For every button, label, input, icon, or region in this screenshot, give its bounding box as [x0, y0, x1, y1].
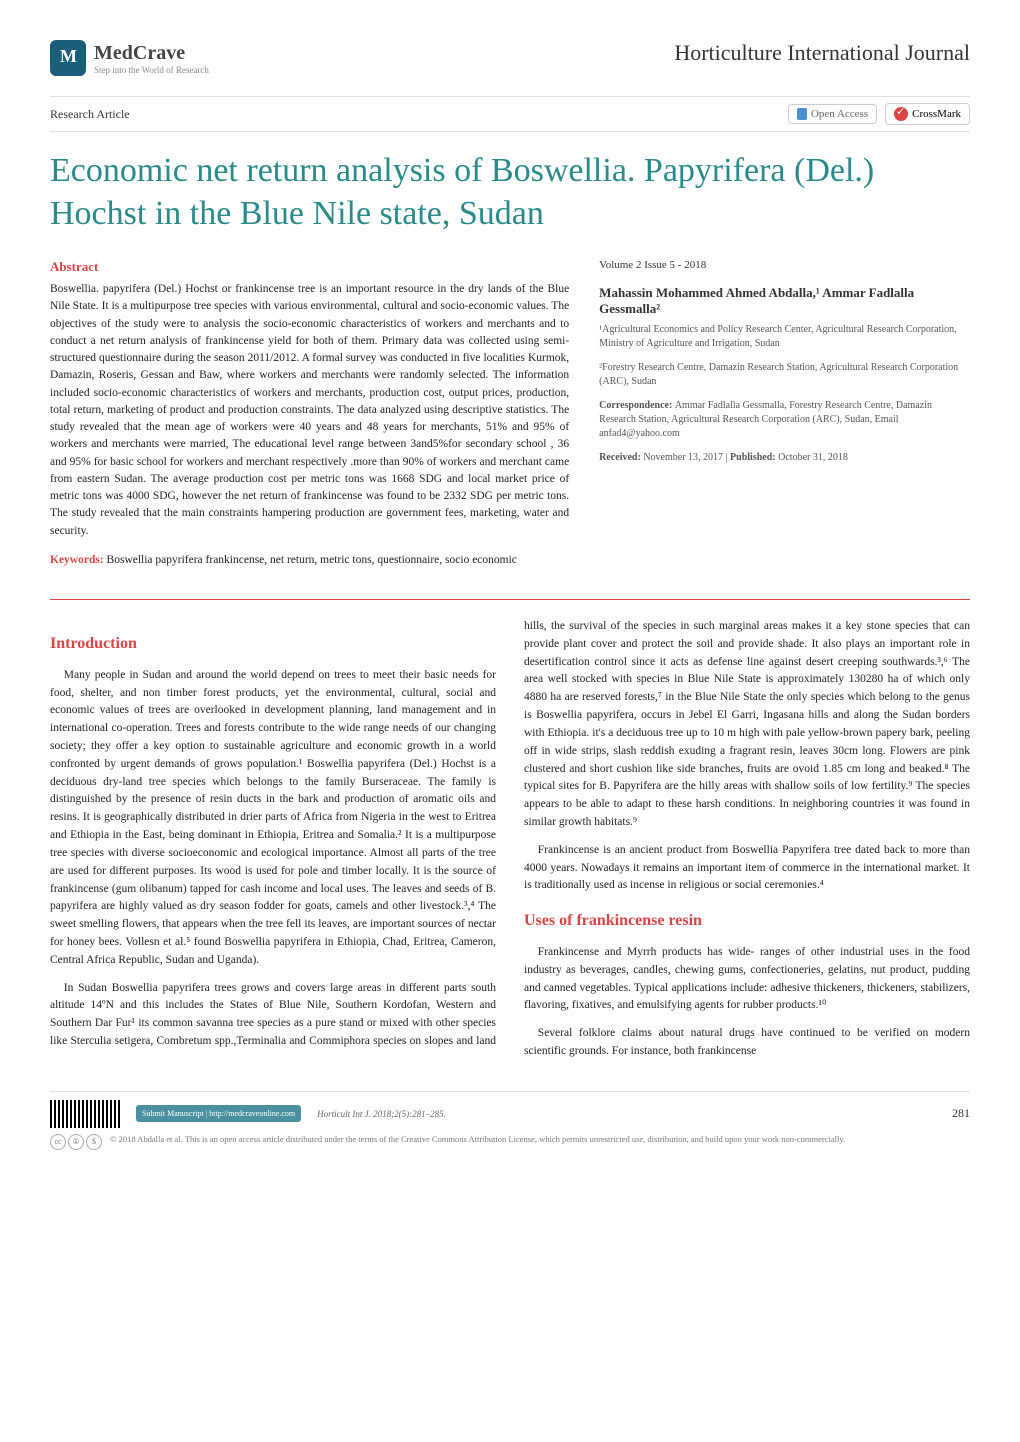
abstract-column: Abstract Boswellia. papyrifera (Del.) Ho…	[50, 259, 569, 581]
correspondence: Correspondence: Ammar Fadlalla Gessmalla…	[599, 399, 970, 441]
license-text: © 2018 Abdalla et al. This is an open ac…	[110, 1134, 845, 1145]
abstract-text: Boswellia. papyrifera (Del.) Hochst or f…	[50, 281, 569, 540]
by-icon: ①	[68, 1134, 84, 1150]
nc-icon: $	[86, 1134, 102, 1150]
published-label: Published:	[730, 452, 778, 463]
open-access-badge: Open Access	[788, 104, 877, 124]
intro-paragraph-3: Frankincense is an ancient product from …	[524, 842, 970, 895]
keywords-text: Boswellia papyrifera frankincense, net r…	[104, 554, 517, 566]
submit-manuscript-badge[interactable]: Submit Manuscript | http://medcraveonlin…	[136, 1105, 301, 1122]
uses-heading: Uses of frankincense resin	[524, 909, 970, 934]
divider	[50, 599, 970, 600]
received-date: November 13, 2017 |	[643, 452, 730, 463]
meta-column: Volume 2 Issue 5 - 2018 Mahassin Mohamme…	[599, 259, 970, 581]
volume-issue: Volume 2 Issue 5 - 2018	[599, 259, 970, 271]
keywords: Keywords: Boswellia papyrifera frankince…	[50, 552, 569, 569]
dates: Received: November 13, 2017 | Published:…	[599, 451, 970, 465]
uses-paragraph-2: Several folklore claims about natural dr…	[524, 1025, 970, 1061]
header: MedCrave Step into the World of Research…	[50, 40, 970, 76]
received-label: Received:	[599, 452, 643, 463]
cc-icons: cc ① $	[50, 1134, 102, 1150]
logo-main-text: MedCrave	[94, 42, 209, 65]
logo-icon	[50, 40, 86, 76]
crossmark-badge[interactable]: CrossMark	[885, 103, 970, 125]
footer: Submit Manuscript | http://medcraveonlin…	[50, 1091, 970, 1128]
intro-paragraph-1: Many people in Sudan and around the worl…	[50, 667, 496, 970]
keywords-label: Keywords:	[50, 554, 104, 566]
article-title: Economic net return analysis of Boswelli…	[50, 150, 970, 235]
crossmark-label: CrossMark	[912, 108, 961, 120]
affiliation-1: ¹Agricultural Economics and Policy Resea…	[599, 323, 970, 351]
license-row: cc ① $ © 2018 Abdalla et al. This is an …	[50, 1134, 970, 1150]
crossmark-icon	[894, 107, 908, 121]
correspondence-label: Correspondence:	[599, 400, 675, 411]
logo-tagline: Step into the World of Research	[94, 65, 209, 75]
page-number: 281	[952, 1106, 970, 1121]
uses-paragraph-1: Frankincense and Myrrh products has wide…	[524, 944, 970, 1015]
barcode-icon	[50, 1100, 120, 1128]
body-columns: Introduction Many people in Sudan and ar…	[50, 618, 970, 1061]
type-row: Research Article Open Access CrossMark	[50, 96, 970, 132]
citation: Horticult Int J. 2018;2(5):281–285.	[317, 1109, 936, 1119]
introduction-heading: Introduction	[50, 632, 496, 657]
open-access-label: Open Access	[811, 108, 868, 120]
published-date: October 31, 2018	[778, 452, 848, 463]
affiliation-2: ²Forestry Research Centre, Damazin Resea…	[599, 361, 970, 389]
article-type: Research Article	[50, 107, 130, 122]
cc-icon: cc	[50, 1134, 66, 1150]
abstract-label: Abstract	[50, 259, 569, 275]
lock-icon	[797, 108, 807, 120]
journal-name: Horticulture International Journal	[674, 40, 970, 66]
publisher-logo: MedCrave Step into the World of Research	[50, 40, 209, 76]
authors: Mahassin Mohammed Ahmed Abdalla,¹ Ammar …	[599, 285, 970, 317]
